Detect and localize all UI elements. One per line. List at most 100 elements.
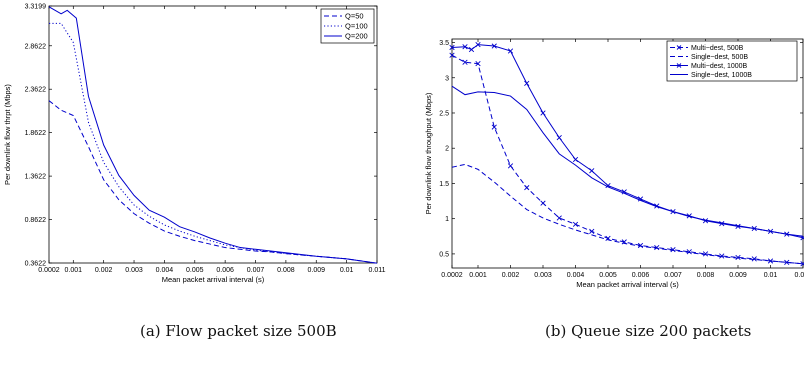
y-tick-label: 0.3622 [25, 261, 47, 268]
series-1-point [475, 61, 481, 67]
series-1-point [449, 52, 455, 58]
series-1-point [507, 163, 514, 169]
legend-label: Single−dest, 500B [691, 54, 748, 61]
series-1-point [491, 124, 497, 130]
caption-a: (a) Flow packet size 500B [140, 322, 337, 340]
x-axis-label: Mean packet arrival interval (s) [576, 280, 679, 289]
legend-box [666, 40, 798, 82]
y-tick-label: 1 [445, 216, 449, 223]
x-axis-label: Mean packet arrival interval (s) [162, 275, 265, 284]
legend-label: Multi−dest, 500B [691, 45, 744, 52]
y-tick-label: 0.5 [439, 251, 449, 258]
series-1-point [800, 261, 804, 267]
legend-label: Q=100 [345, 22, 368, 31]
x-tick-label: 0.003 [534, 272, 552, 279]
x-tick-label: 0.002 [502, 272, 520, 279]
legend: Multi−dest, 500B Single−dest, 500B Multi−d… [666, 40, 798, 82]
series-3-point [735, 223, 741, 230]
chart-panel-a: 0.0002 0.001 0.002 0.003 0.004 0.005 0.006 0.00… [3, 4, 386, 285]
series-1-point [735, 254, 741, 261]
y-tick-label: 1.8622 [25, 130, 47, 137]
series-1-point [784, 259, 790, 265]
series-line-3 [451, 44, 804, 239]
legend-label: Q=50 [345, 12, 364, 21]
series-1-point [702, 251, 709, 257]
x-tick-label: 0.005 [186, 267, 204, 274]
y-tick-label: 1.5 [439, 181, 449, 188]
y-tick-label: 3.5 [439, 40, 449, 47]
series-1-point [524, 185, 530, 191]
x-tick-label: 0.008 [277, 267, 295, 274]
series-3-point [572, 156, 579, 163]
y-axis-label: Per downlink flow throughput (Mbps) [424, 92, 433, 214]
y-axis-label: Per downlink flow thrpt (Mbps) [3, 84, 12, 185]
legend-label: Single−dest, 1000B [691, 72, 752, 79]
legend-marker [676, 63, 682, 68]
series-3-point [556, 135, 562, 141]
series-3-point [507, 48, 514, 54]
plot-frame [48, 5, 378, 264]
series-3-point [491, 43, 497, 49]
series-3-point [589, 168, 595, 174]
series-3-point [540, 110, 546, 116]
series-3-point [524, 80, 530, 87]
series-1-point [540, 200, 546, 206]
y-tick-label: 2 [445, 146, 449, 153]
y-tick-label: 0.8622 [25, 217, 47, 224]
x-tick-label: 0.007 [247, 267, 265, 274]
series-1-point [589, 228, 595, 234]
x-tick-label: 0.004 [567, 272, 585, 279]
series-line-2 [451, 163, 804, 265]
series-1-point [637, 242, 644, 249]
x-tick-label: 0.0002 [38, 267, 60, 274]
y-tick-label: 3 [445, 75, 449, 82]
x-tick-label: 0.001 [65, 267, 83, 274]
series-1-point [670, 247, 676, 253]
series-1-point [572, 221, 579, 227]
x-tick-label: 0.011 [795, 272, 804, 279]
series-1-point [654, 244, 660, 251]
legend-box [320, 8, 375, 44]
x-tick-label: 0.009 [729, 272, 747, 279]
series-1-point [767, 258, 774, 264]
x-tick-label: 0.004 [156, 267, 174, 274]
series-3-point [468, 46, 475, 53]
x-tick-label: 0.008 [697, 272, 715, 279]
x-tick-label: 0.01 [340, 267, 354, 274]
series-1-point [462, 59, 468, 65]
x-tick-label: 0.006 [632, 272, 650, 279]
series-1-point [751, 256, 757, 262]
series-3-point [475, 42, 481, 48]
y-tick-label: 1.3622 [25, 174, 47, 181]
y-tick-label: 2.8622 [25, 43, 47, 50]
series-line-1 [48, 100, 378, 264]
x-tick-label: 0.003 [125, 267, 143, 274]
legend-marker [676, 45, 682, 50]
series-line-2 [49, 22, 378, 264]
y-tick-label: 3.3199 [25, 4, 47, 11]
chart-panel-b: 0.0002 0.001 0.002 0.003 0.004 0.005 0.006 0.00… [424, 38, 804, 289]
series-3-point [449, 44, 455, 51]
y-tick-label: 2.3622 [25, 87, 47, 94]
series-1-point [686, 249, 692, 255]
legend-label: Multi−dest, 1000B [691, 63, 748, 70]
series-3-point [719, 220, 725, 227]
x-tick-label: 0.001 [469, 272, 487, 279]
series-1-point [719, 253, 725, 259]
y-tick-label: 2.5 [439, 110, 449, 117]
x-tick-label: 0.007 [664, 272, 682, 279]
x-tick-label: 0.002 [95, 267, 113, 274]
series-1-point [556, 215, 562, 221]
x-tick-label: 0.005 [599, 272, 617, 279]
x-tick-label: 0.006 [216, 267, 234, 274]
x-tick-label: 0.01 [764, 272, 778, 279]
series-line-4 [451, 85, 804, 237]
x-tick-label: 0.009 [307, 267, 325, 274]
legend-label: Q=200 [345, 32, 368, 41]
x-tick-label: 0.011 [369, 267, 386, 274]
series-3-point [462, 44, 468, 50]
series-line-3 [48, 6, 378, 264]
x-tick-label: 0.0002 [441, 272, 463, 279]
